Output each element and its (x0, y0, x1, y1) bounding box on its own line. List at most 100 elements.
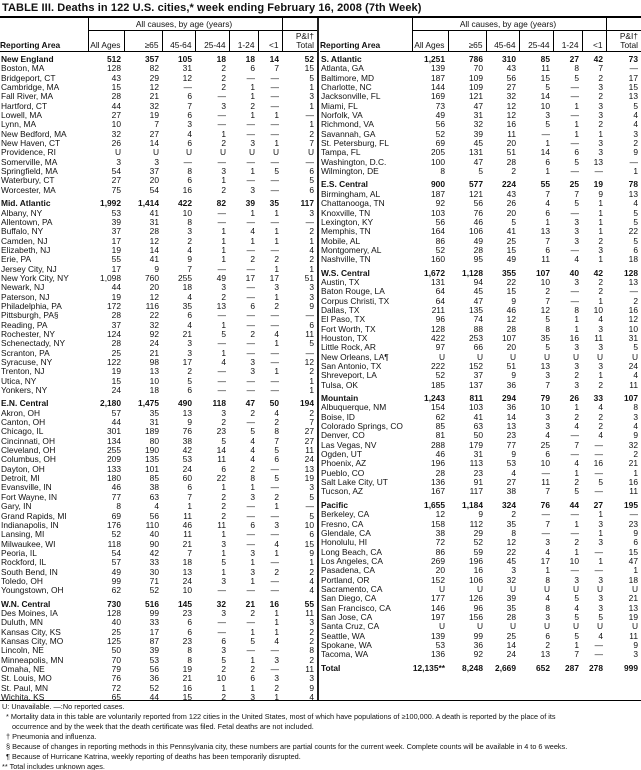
cell-25-44: 2 (545, 639, 550, 650)
col-45-64: 45-64 (161, 30, 195, 52)
cell-1-24: 4 (250, 445, 255, 456)
cell-all-ages: 28 (111, 310, 121, 321)
cell-under-1: 7 (274, 63, 279, 74)
cell-25-44: 7 (545, 379, 550, 390)
cell-45-64: — (183, 156, 192, 167)
cell-pi-total: 2 (633, 295, 638, 306)
cell-25-44: 1 (545, 166, 550, 177)
cell-1-24: 1 (574, 323, 579, 334)
city-name: Chicago, IL (1, 426, 44, 437)
city-row: Paterson, NJ 19 12 4 2 — 1 3 (0, 291, 317, 302)
cell-65-plus: 16 (473, 565, 483, 576)
cell-65-plus: 190 (145, 445, 159, 456)
cell-under-1: 2 (274, 566, 279, 577)
cell-under-1: 2 (598, 91, 603, 102)
city-row: Cambridge, MA 15 12 — 2 1 — 1 (0, 82, 317, 92)
cell-all-ages: 103 (431, 207, 445, 218)
cell-45-64: 12 (506, 100, 516, 111)
cell-under-1: 4 (598, 402, 603, 413)
cell-1-24: 1 (574, 128, 579, 139)
city-row: Glendale, CA 38 29 8 — — 1 9 (320, 527, 641, 538)
cell-pi-total: 3 (309, 91, 314, 102)
cell-pi-total: 3 (633, 128, 638, 139)
cell-under-1: 5 (274, 445, 279, 456)
cell-25-44: — (217, 375, 226, 386)
cell-all-ages: 196 (431, 458, 445, 469)
city-name: St. Paul, MN (1, 682, 49, 693)
cell-45-64: 23 (182, 607, 192, 618)
cell-pi-total: 13 (628, 91, 638, 102)
cell-pi-total: 2 (309, 366, 314, 377)
cell-45-64: 294 (502, 393, 516, 404)
cell-45-64: 14 (506, 411, 516, 422)
cell-1-24: 5 (574, 72, 579, 83)
cell-pi-total: — (305, 156, 314, 167)
cell-under-1: — (594, 546, 603, 557)
cell-25-44: 118 (212, 398, 226, 409)
right-table-panel: All causes, by age (years) Reporting Area… (320, 18, 641, 673)
header-spacer (0, 18, 88, 31)
col-pi-total: P&I† Total (281, 30, 317, 52)
cell-all-ages: 128 (107, 63, 121, 74)
cell-65-plus: 59 (473, 546, 483, 557)
cell-all-ages: 99 (111, 575, 121, 586)
cell-1-24: 3 (250, 692, 255, 703)
cell-under-1: 27 (593, 499, 603, 510)
cell-45-64: 21 (182, 673, 192, 684)
cell-all-ages: 72 (111, 682, 121, 693)
cell-45-64: 355 (502, 267, 516, 278)
city-row: New Bedford, MA 32 27 4 1 — — 2 (0, 129, 317, 139)
cell-under-1: 4 (598, 430, 603, 441)
city-row: Canton, OH 44 31 9 2 — 2 7 (0, 417, 317, 427)
cell-pi-total: 27 (304, 435, 314, 446)
cell-pi-total: 11 (305, 328, 314, 339)
cell-65-plus: 42 (149, 547, 159, 558)
cell-under-1: 3 (598, 244, 603, 255)
cell-65-plus: 113 (469, 458, 483, 469)
cell-under-1: 16 (269, 598, 279, 609)
city-name: Tacoma, WA (321, 649, 369, 660)
cell-1-24: 4 (574, 458, 579, 469)
cell-25-44: 7 (545, 486, 550, 497)
cell-45-64: 3 (187, 119, 192, 130)
cell-45-64: 24 (182, 463, 192, 474)
cell-pi-total: 6 (309, 529, 314, 540)
cell-all-ages: 69 (435, 138, 445, 149)
cell-1-24: 6 (250, 300, 255, 311)
cell-under-1: 3 (274, 282, 279, 293)
cell-1-24: 1 (250, 235, 255, 246)
cell-pi-total: 24 (304, 454, 314, 465)
cell-1-24: — (570, 166, 579, 177)
cell-25-44: 6 (221, 463, 226, 474)
cell-1-24: 5 (250, 635, 255, 646)
footnote-mortality: * Mortality data in this table are volun… (6, 712, 556, 721)
cell-all-ages: 53 (111, 207, 121, 218)
city-row: St. Louis, MO 76 36 21 10 6 3 3 (0, 673, 317, 684)
city-name: New Orleans, LA¶ (321, 351, 389, 362)
cell-25-44: — (541, 527, 550, 538)
cell-1-24: 3 (250, 491, 255, 502)
cell-all-ages: 17 (111, 235, 121, 246)
city-row: Evansville, IN 46 38 6 1 1 — 3 (0, 483, 317, 493)
cell-65-plus: 9 (478, 509, 483, 520)
cell-25-44: 10 (540, 458, 550, 469)
city-row: New Orleans, LA¶ U U U U U U U (320, 351, 641, 362)
cell-45-64: 8 (187, 216, 192, 227)
cell-1-24: 3 (574, 379, 579, 390)
cell-45-64: 6 (187, 385, 192, 396)
cell-1-24: — (246, 119, 255, 130)
cell-1-24: 2 (250, 328, 255, 339)
cell-25-44: — (217, 110, 226, 121)
cell-25-44: 107 (536, 267, 550, 278)
cell-under-1: — (270, 184, 279, 195)
cell-all-ages: 128 (107, 607, 121, 618)
cell-45-64: 43 (506, 63, 516, 74)
cell-65-plus: 20 (149, 282, 159, 293)
cell-under-1: 1 (274, 291, 279, 302)
cell-1-24: 1 (250, 110, 255, 121)
cell-1-24: 2 (574, 411, 579, 422)
cell-under-1: 1 (274, 207, 279, 218)
cell-65-plus: 109 (469, 72, 483, 83)
cell-all-ages: U (438, 583, 445, 594)
cell-under-1: 1 (274, 501, 279, 512)
